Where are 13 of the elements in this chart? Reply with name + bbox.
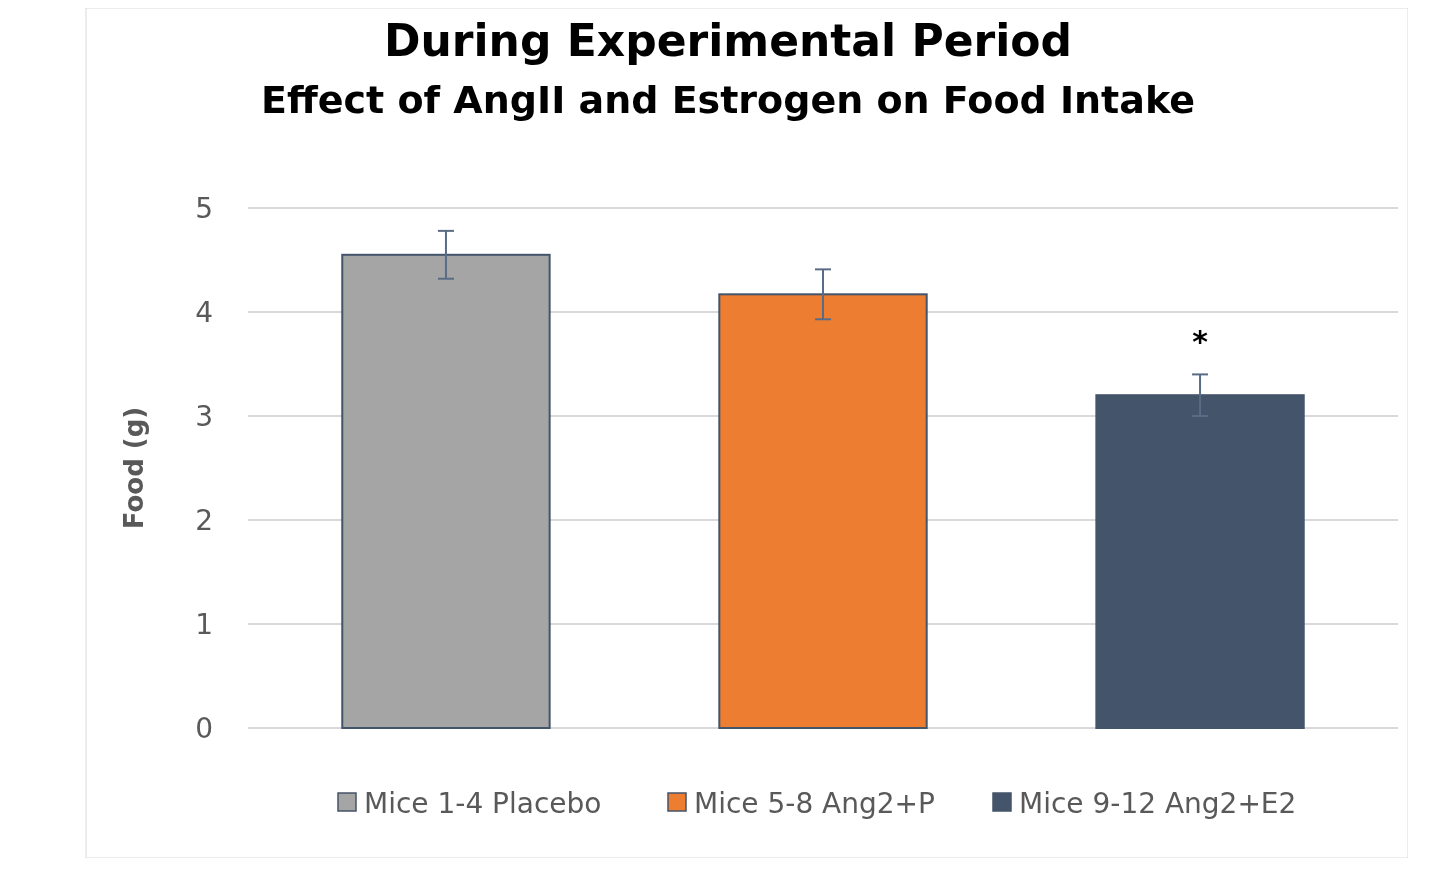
y-tick-label: 5 bbox=[195, 191, 213, 225]
legend-label: Mice 5-8 Ang2+P bbox=[694, 786, 935, 820]
annotation: * bbox=[1192, 324, 1209, 360]
chart-title: Effect of AngII and Estrogen on Food Intake bbox=[261, 78, 1195, 122]
legend-label: Mice 9-12 Ang2+E2 bbox=[1019, 786, 1297, 820]
legend-label: Mice 1-4 Placebo bbox=[364, 786, 602, 820]
y-axis-title: Food (g) bbox=[119, 406, 149, 530]
y-tick-label: 3 bbox=[195, 399, 213, 433]
y-tick-label: 4 bbox=[195, 295, 213, 329]
text: During Experimental Period bbox=[383, 15, 1073, 66]
y-tick-label: 1 bbox=[195, 607, 213, 641]
y-tick-label: 2 bbox=[195, 503, 213, 537]
y-tick-label: 0 bbox=[195, 711, 213, 745]
